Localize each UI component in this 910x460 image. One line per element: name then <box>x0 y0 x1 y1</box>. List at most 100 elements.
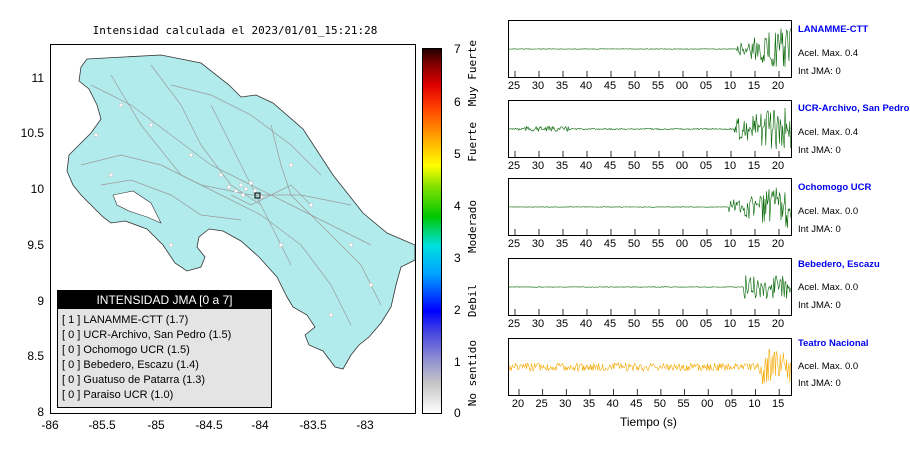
station-name[interactable]: LANAMME-CTT <box>798 24 869 35</box>
trace-tick-label: 15 <box>772 398 785 410</box>
trace-plot[interactable] <box>508 20 792 78</box>
colorbar-tick: 1 <box>454 355 461 369</box>
costa-rica-map <box>66 54 415 370</box>
legend-item: [ 0 ] UCR-Archivo, San Pedro (1.5) <box>62 329 232 341</box>
trace-tick-label: 00 <box>675 160 689 172</box>
trace-tick-label: 55 <box>651 238 665 250</box>
map-title: Intensidad calculada el 2023/01/01_15:21… <box>92 24 378 37</box>
station-name[interactable]: Teatro Nacional <box>798 338 869 349</box>
waveform-line <box>509 28 791 67</box>
map-x-tick: -83 <box>356 418 374 432</box>
map-y-tick: 9.5 <box>27 238 44 252</box>
waveform <box>509 275 791 315</box>
trace-tick-label: 25 <box>507 318 521 330</box>
station-acel: Acel. Max. 0.4 <box>798 48 859 59</box>
trace-tick-label: 45 <box>603 238 617 250</box>
station-int: Int JMA: 0 <box>798 378 841 389</box>
colorbar-tick: 2 <box>454 303 461 317</box>
trace-tick-label: 55 <box>651 80 665 92</box>
trace-tick-label: 20 <box>771 238 785 250</box>
trace-tick-label: 00 <box>675 318 689 330</box>
trace-tick-label: 30 <box>531 80 545 92</box>
trace-tick-label: 00 <box>675 80 689 92</box>
trace-tick-label: 45 <box>603 160 617 172</box>
trace-tick-label: 40 <box>579 80 593 92</box>
trace-tick-label: 40 <box>579 238 593 250</box>
colorbar-category: Muy Fuerte <box>466 40 479 107</box>
map-x-tick: -84 <box>251 418 269 432</box>
station-acel: Acel. Max. 0.0 <box>798 361 859 372</box>
trace-tick-label: 30 <box>559 398 572 410</box>
trace-tick-label: 55 <box>651 160 665 172</box>
colorbar-tick: 3 <box>454 251 461 265</box>
trace-tick-label: 05 <box>699 80 713 92</box>
map-y-tick: 10.5 <box>20 126 44 140</box>
station-name[interactable]: Bebedero, Escazu <box>798 259 880 270</box>
station-int: Int JMA: 0 <box>798 224 841 235</box>
trace-tick-label: 10 <box>723 80 737 92</box>
trace-tick-label: 20 <box>511 398 525 410</box>
map-y-tick: 10 <box>30 182 44 196</box>
trace-plot[interactable] <box>508 100 792 158</box>
station-int: Int JMA: 0 <box>798 66 841 77</box>
station-name[interactable]: UCR-Archivo, San Pedro <box>798 103 910 114</box>
legend-title: INTENSIDAD JMA [0 a 7] <box>58 291 271 309</box>
trace-tick-label: 40 <box>579 160 593 172</box>
trace-tick-label: 50 <box>627 80 641 92</box>
waveform-line <box>509 187 791 228</box>
trace-tick-label: 10 <box>723 318 737 330</box>
trace-tick-label: 15 <box>747 80 761 92</box>
colorbar-tick: 5 <box>454 147 461 161</box>
trace-tick-label: 05 <box>699 318 713 330</box>
trace-tick-label: 20 <box>771 318 785 330</box>
colorbar-category: Debil <box>466 284 479 318</box>
trace-tick-label: 50 <box>627 238 641 250</box>
intensity-colorbar <box>422 48 442 414</box>
map-x-tick: -85.5 <box>88 418 116 432</box>
trace-tick-label: 40 <box>606 398 619 410</box>
colorbar-category: Moderado <box>466 200 479 253</box>
colorbar-tick: 6 <box>454 95 461 109</box>
trace-tick-label: 05 <box>724 398 737 410</box>
trace-tick-label: 10 <box>723 238 737 250</box>
station-int: Int JMA: 0 <box>798 145 841 156</box>
trace-tick-label: 30 <box>531 160 545 172</box>
waveform <box>509 28 791 77</box>
trace-tick-label: 15 <box>747 160 761 172</box>
trace-tick-label: 15 <box>747 318 761 330</box>
trace-tick-label: 35 <box>555 318 569 330</box>
trace-tick-label: 50 <box>627 318 641 330</box>
trace-tick-label: 40 <box>579 318 593 330</box>
trace-tick-label: 10 <box>748 398 761 410</box>
trace-plot[interactable] <box>508 258 792 316</box>
trace-tick-label: 20 <box>771 80 785 92</box>
colorbar-tick: 0 <box>454 406 461 420</box>
trace-tick-label: 20 <box>771 160 785 172</box>
trace-tick-label: 05 <box>699 160 713 172</box>
trace-tick-label: 45 <box>603 318 617 330</box>
trace-plot[interactable] <box>508 338 792 396</box>
trace-tick-label: 35 <box>555 160 569 172</box>
trace-tick-label: 25 <box>535 398 548 410</box>
station-name[interactable]: Ochomogo UCR <box>798 182 872 193</box>
trace-tick-label: 25 <box>507 160 521 172</box>
map-y-tick: 8.5 <box>27 349 44 363</box>
trace-plot[interactable] <box>508 178 792 236</box>
trace-tick-label: 30 <box>531 238 545 250</box>
legend-item: [ 0 ] Paraiso UCR (1.0) <box>62 389 174 401</box>
trace-tick-label: 45 <box>630 398 643 410</box>
trace-tick-label: 05 <box>699 238 713 250</box>
trace-tick-label: 35 <box>555 238 569 250</box>
intensity-legend: INTENSIDAD JMA [0 a 7] [ 1 ] LANAMME-CTT… <box>57 290 272 408</box>
colorbar-tick: 7 <box>454 42 461 56</box>
map-x-tick: -83.5 <box>299 418 327 432</box>
trace-tick-label: 55 <box>677 398 690 410</box>
trace-tick-label: 25 <box>507 238 521 250</box>
waveform-line <box>509 348 791 385</box>
colorbar-tick: 4 <box>454 199 461 213</box>
trace-tick-label: 15 <box>747 238 761 250</box>
legend-item: [ 0 ] Bebedero, Escazu (1.4) <box>62 359 199 371</box>
waveform-line <box>509 275 791 299</box>
time-axis-label: Tiempo (s) <box>620 415 677 429</box>
trace-tick-label: 50 <box>627 160 641 172</box>
